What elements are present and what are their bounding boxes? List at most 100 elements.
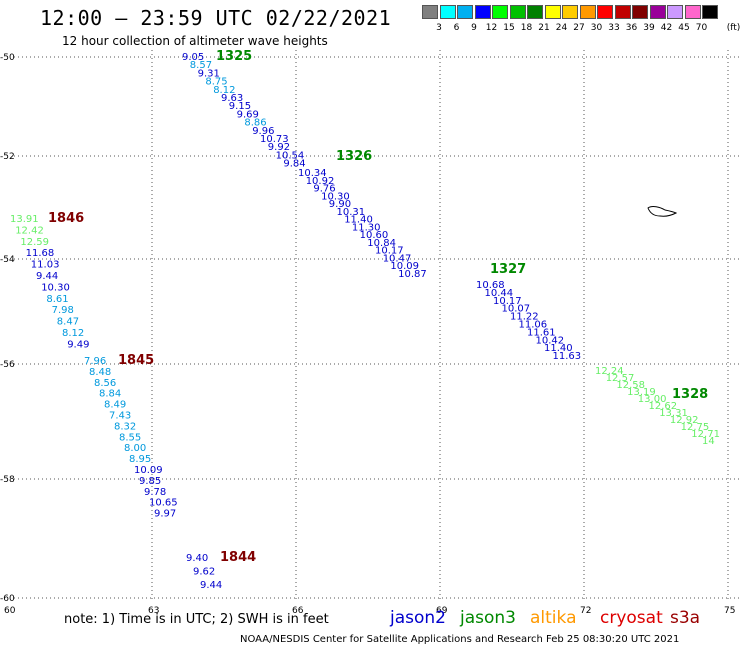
footer-note: note: 1) Time is in UTC; 2) SWH is in fe…	[64, 612, 329, 627]
legend-swatch	[579, 5, 596, 19]
wave-height-value: 7.96	[84, 356, 106, 367]
wave-height-value: 11.40	[544, 343, 573, 354]
wave-height-value: 8.86	[244, 118, 266, 129]
wave-height-value: 10.68	[476, 280, 505, 291]
wave-height-value: 8.47	[57, 317, 79, 328]
map-title: 12:00 — 23:59 UTC 02/22/2021	[40, 6, 392, 30]
legend-label: 45	[678, 23, 690, 33]
wave-height-value: 11.30	[352, 222, 381, 233]
wave-height-value: 8.55	[119, 432, 141, 443]
legend-label: 12	[485, 23, 498, 33]
wave-height-value: 8.12	[213, 85, 235, 96]
wave-height-value: 8.84	[99, 389, 121, 400]
satellite-name-jason2: jason2	[390, 608, 446, 628]
legend-swatch	[422, 5, 438, 19]
wave-height-value: 8.95	[129, 454, 151, 465]
orbit-number-label: 1845	[118, 353, 154, 368]
wave-height-value: 9.44	[200, 580, 222, 591]
legend-swatch	[457, 5, 473, 19]
altimeter-tracks: 9.058.579.318.758.129.639.159.698.869.96…	[10, 49, 720, 591]
wave-height-value: 12.92	[670, 415, 699, 426]
wave-height-value: 10.73	[260, 134, 289, 145]
wave-height-value: 9.84	[283, 159, 305, 170]
wave-height-value: 9.92	[268, 142, 290, 153]
wave-height-value: 10.17	[493, 296, 522, 307]
wave-height-value: 8.56	[94, 378, 116, 389]
lat-tick-label: -58	[0, 475, 15, 485]
wave-height-value: 10.44	[485, 288, 514, 299]
legend-label: 33	[608, 23, 620, 33]
wave-height-value: 11.63	[553, 351, 582, 362]
wave-height-value: 8.12	[62, 328, 84, 339]
map-axis-ticks: 60 63 66 69 72 75 -50 -52 -54 -56 -58 -60	[0, 53, 735, 616]
wave-height-value: 10.84	[367, 238, 396, 249]
wave-height-value: 8.49	[104, 400, 126, 411]
wave-height-value: 10.30	[321, 191, 350, 202]
legend-swatch	[632, 5, 648, 19]
lat-tick-label: -56	[0, 360, 15, 370]
wave-height-value: 10.42	[536, 335, 565, 346]
legend-swatch	[614, 5, 631, 19]
legend-swatch	[474, 5, 491, 19]
wave-height-value: 9.44	[36, 271, 58, 282]
legend-label: 30	[590, 23, 603, 33]
satellite-name-cryosat: cryosat	[600, 608, 663, 628]
legend-label: 21	[538, 23, 550, 33]
satellite-name-s3a: s3a	[670, 608, 701, 628]
wave-height-value: 11.68	[26, 248, 55, 259]
wave-height-value: 9.49	[67, 339, 89, 350]
wave-height-value: 12.71	[691, 429, 720, 440]
wave-height-value: 12.62	[649, 401, 678, 412]
footer-credit: NOAA/NESDIS Center for Satellite Applica…	[240, 634, 680, 645]
wave-height-value: 8.57	[190, 60, 212, 71]
wave-height-value: 11.22	[510, 312, 539, 323]
legend-swatch	[649, 5, 666, 19]
orbit-number-label: 1328	[672, 387, 708, 402]
satellite-name-altika: altika	[530, 608, 577, 628]
wave-height-value: 10.09	[134, 465, 163, 476]
wave-height-value: 9.96	[252, 126, 274, 137]
lat-tick-label: -54	[0, 255, 15, 265]
wave-height-value: 11.03	[31, 260, 60, 271]
wave-height-value: 10.92	[306, 176, 335, 187]
wave-height-value: 9.90	[329, 199, 351, 210]
legend-label: 42	[660, 23, 673, 33]
wave-height-value: 11.40	[344, 215, 373, 226]
legend-label: 3	[436, 23, 442, 33]
satellite-name-jason3: jason3	[460, 608, 516, 628]
wave-height-value: 13.91	[10, 214, 39, 225]
wave-height-value: 10.07	[502, 304, 531, 315]
wave-height-value: 10.60	[360, 230, 389, 241]
legend-label: 36	[625, 23, 638, 33]
wave-height-value: 8.75	[205, 77, 227, 88]
wave-height-value: 10.17	[375, 246, 404, 257]
legend-label: 24	[555, 23, 568, 33]
wave-height-value: 7.98	[52, 305, 74, 316]
orbit-number-label: 1326	[336, 149, 372, 164]
legend-swatch	[509, 5, 526, 19]
legend-swatch	[544, 5, 561, 19]
orbit-number-label: 1327	[490, 262, 526, 277]
legend-swatch	[684, 5, 701, 19]
wave-height-value: 9.76	[313, 184, 335, 195]
wave-height-value: 7.43	[109, 411, 131, 422]
orbit-number-label: 1844	[220, 550, 256, 565]
legend-unit: (ft)	[726, 23, 740, 33]
wave-height-value: 8.32	[114, 421, 136, 432]
wave-height-value: 12.59	[20, 237, 49, 248]
wave-height-value: 10.87	[398, 269, 427, 280]
legend-swatch	[439, 5, 456, 19]
wave-height-value: 12.58	[616, 380, 645, 391]
wave-height-value: 10.31	[337, 207, 366, 218]
wave-height-value: 9.69	[237, 109, 259, 120]
lon-tick-label: 63	[148, 606, 159, 616]
wave-height-value: 10.34	[298, 168, 327, 179]
wave-height-value: 9.78	[144, 487, 166, 498]
orbit-number-label: 1325	[216, 49, 252, 64]
legend-swatch	[667, 5, 683, 19]
lon-tick-label: 72	[580, 606, 591, 616]
legend-swatch	[492, 5, 508, 19]
wave-height-value: 9.85	[139, 476, 161, 487]
lon-tick-label: 75	[724, 606, 735, 616]
